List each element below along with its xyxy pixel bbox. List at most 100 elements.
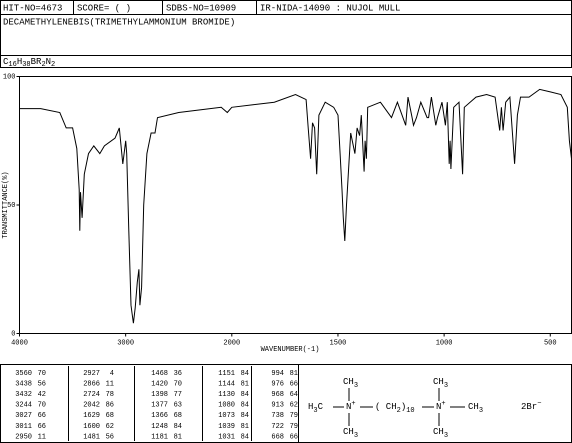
peak-wavenumber: 1600: [83, 423, 100, 431]
text-part: 3: [354, 382, 358, 390]
peak-wavenumber: 1468: [151, 370, 168, 378]
x-tick-label: 2000: [223, 339, 240, 347]
text-part: 3: [354, 432, 358, 440]
text-part: −: [537, 400, 541, 408]
peak-transmittance: 81: [290, 370, 298, 378]
peak-transmittance: 56: [38, 380, 46, 388]
spectrum-line: [19, 88, 572, 324]
x-tick-label: 3000: [117, 339, 134, 347]
peak-transmittance: 84: [241, 391, 249, 399]
peak-wavenumber: 913: [271, 402, 284, 410]
atom-label: H3C: [308, 402, 324, 414]
peak-transmittance: 78: [106, 391, 114, 399]
x-tick-label: 500: [544, 339, 557, 347]
peak-transmittance: 70: [38, 402, 46, 410]
peak-wavenumber: 1398: [151, 391, 168, 399]
peak-wavenumber: 3011: [15, 423, 32, 431]
text-part: CH: [433, 427, 444, 437]
peak-wavenumber: 2042: [83, 402, 100, 410]
peak-transmittance: 81: [241, 380, 249, 388]
text-part: 3: [444, 432, 448, 440]
peak-wavenumber: 2950: [15, 433, 32, 441]
structure: CH3 CH3 H3C N+ ( CH2)10 N+ CH3 CH3 CH3 2…: [308, 377, 541, 439]
y-axis-label: TRANSMITTANCE(%): [2, 171, 10, 238]
chart: WAVENUMBER(-1) TRANSMITTANCE(%) 4000 3000…: [2, 73, 572, 354]
peak-transmittance: 11: [38, 433, 46, 441]
peak-transmittance: 81: [174, 433, 182, 441]
peak-transmittance: 66: [290, 380, 298, 388]
peak-transmittance: 68: [174, 412, 182, 420]
peak-transmittance: 68: [106, 412, 114, 420]
hit-no: HIT-NO=4673: [3, 3, 62, 13]
formula-part: 16: [8, 61, 16, 69]
text-part: +: [441, 400, 445, 408]
text-part: CH: [433, 377, 444, 387]
peak-wavenumber: 2866: [83, 380, 100, 388]
peak-wavenumber: 3244: [15, 402, 32, 410]
method: IR-NIDA-14090 : NUJOL MULL: [260, 3, 400, 13]
peak-wavenumber: 738: [271, 412, 284, 420]
text-part: CH: [343, 377, 354, 387]
text-part: C: [318, 402, 324, 412]
text-part: 3: [479, 407, 483, 415]
peak-wavenumber: 1481: [83, 433, 100, 441]
peak-transmittance: 84: [174, 423, 182, 431]
x-axis-label: WAVENUMBER(-1): [261, 346, 320, 354]
peak-transmittance: 66: [38, 412, 46, 420]
text-part: H: [308, 402, 313, 412]
atom-label: CH3: [433, 377, 448, 389]
atom-label: N+: [436, 400, 446, 413]
peak-wavenumber: 1080: [218, 402, 235, 410]
sdbs-no: SDBS-NO=10909: [166, 3, 236, 13]
atom-label: CH3: [468, 402, 483, 414]
peak-wavenumber: 1039: [218, 423, 235, 431]
text-part: 2: [397, 407, 401, 415]
peak-wavenumber: 1181: [151, 433, 168, 441]
peak-transmittance: 84: [241, 433, 249, 441]
x-tick-label: 4000: [11, 339, 28, 347]
peak-transmittance: 42: [38, 391, 46, 399]
text-part: 2Br: [521, 402, 537, 412]
peak-wavenumber: 994: [271, 370, 284, 378]
peak-transmittance: 36: [174, 370, 182, 378]
peak-transmittance: 63: [174, 402, 182, 410]
peak-transmittance: 66: [38, 423, 46, 431]
formula-part: BR: [31, 57, 42, 67]
peak-wavenumber: 2927: [83, 370, 100, 378]
atom-label: CH3: [433, 427, 448, 439]
formula-part: 2: [41, 61, 45, 69]
bonds: [333, 388, 465, 426]
x-tick-label: 1500: [330, 339, 347, 347]
text-part: 3: [444, 382, 448, 390]
peak-transmittance: 62: [290, 402, 298, 410]
text-part: N: [436, 402, 441, 412]
peak-wavenumber: 1248: [151, 423, 168, 431]
formula-part: 38: [22, 61, 30, 69]
formula: C16H38BR2N2: [3, 57, 55, 68]
atom-label: CH3: [343, 377, 358, 389]
atom-label: N+: [346, 400, 356, 413]
score: SCORE= ( ): [77, 3, 131, 13]
peak-transmittance: 70: [174, 380, 182, 388]
formula-part: H: [17, 57, 22, 67]
x-tick-label: 1000: [436, 339, 453, 347]
peak-transmittance: 84: [241, 370, 249, 378]
peak-transmittance: 77: [174, 391, 182, 399]
peak-transmittance: 84: [241, 412, 249, 420]
peak-table: 3560 70 3438 56 3432 42 3244 70 3027 66 3011 66 2950…: [15, 366, 298, 441]
counter-ion: 2Br−: [521, 400, 541, 413]
peak-wavenumber: 1130: [218, 391, 235, 399]
peak-wavenumber: 2724: [83, 391, 100, 399]
formula-part: C: [3, 57, 9, 67]
peak-wavenumber: 1366: [151, 412, 168, 420]
peak-wavenumber: 1377: [151, 402, 168, 410]
formula-part: N: [46, 57, 51, 67]
peak-wavenumber: 3432: [15, 391, 32, 399]
text-part: N: [346, 402, 351, 412]
atom-label: CH3: [343, 427, 358, 439]
peak-wavenumber: 1031: [218, 433, 235, 441]
peak-transmittance: 84: [241, 402, 249, 410]
peak-wavenumber: 1420: [151, 380, 168, 388]
compound-name: DECAMETHYLENEBIS(TRIMETHYLAMMONIUM BROMI…: [3, 17, 235, 27]
